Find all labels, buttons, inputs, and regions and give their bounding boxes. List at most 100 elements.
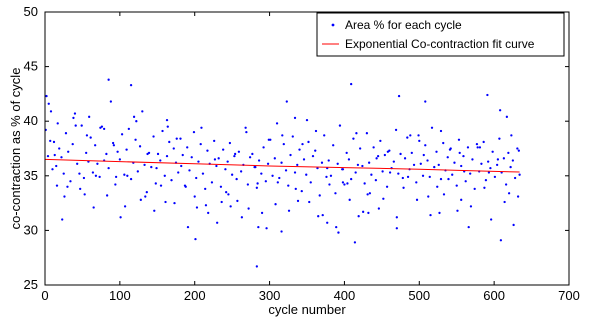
data-point	[66, 185, 69, 188]
x-tick-label: 500	[408, 288, 430, 303]
data-point	[76, 162, 79, 165]
data-point	[513, 176, 517, 180]
data-point	[74, 124, 77, 127]
data-point	[505, 115, 509, 118]
data-point	[49, 139, 52, 143]
data-point	[71, 142, 74, 146]
data-point	[302, 158, 306, 161]
data-point	[386, 150, 389, 153]
data-point	[51, 168, 54, 171]
data-point	[475, 142, 479, 146]
data-point	[159, 184, 163, 187]
data-point	[399, 152, 402, 156]
data-point	[355, 132, 358, 135]
data-point	[291, 135, 294, 138]
y-tick-label: 50	[24, 4, 38, 19]
data-point	[98, 175, 101, 179]
data-point	[199, 142, 202, 146]
data-point	[370, 173, 373, 176]
data-point	[194, 237, 197, 241]
data-point	[484, 179, 488, 182]
data-point	[507, 151, 510, 155]
data-point	[262, 146, 265, 149]
data-point	[457, 138, 461, 141]
data-point	[179, 137, 182, 140]
data-point	[168, 140, 171, 144]
data-point	[145, 191, 148, 194]
data-point	[495, 163, 499, 167]
data-point	[107, 167, 110, 170]
data-point	[69, 180, 72, 183]
data-point	[417, 134, 420, 137]
data-point	[195, 206, 199, 209]
data-point	[153, 209, 156, 212]
data-point	[192, 130, 196, 134]
data-point	[123, 205, 127, 208]
data-point	[125, 148, 128, 151]
data-point	[341, 168, 345, 171]
data-point	[381, 170, 384, 173]
data-point	[85, 134, 89, 137]
data-point	[251, 152, 254, 156]
legend-series-2-label: Exponential Co-contraction fit curve	[345, 37, 535, 51]
data-point	[392, 160, 395, 163]
data-point	[165, 118, 169, 122]
data-point	[374, 179, 378, 182]
data-point	[204, 187, 207, 191]
data-point	[326, 221, 329, 224]
data-point	[155, 167, 158, 170]
data-point	[422, 153, 425, 157]
data-point	[489, 218, 493, 221]
data-point	[278, 176, 281, 180]
data-point	[201, 172, 205, 175]
data-point	[102, 127, 106, 130]
data-point	[478, 146, 482, 149]
data-point	[146, 152, 149, 156]
data-point	[215, 164, 218, 168]
data-point	[248, 156, 252, 159]
data-point	[486, 93, 489, 97]
data-point	[126, 174, 129, 177]
data-point	[358, 147, 362, 150]
data-point	[496, 158, 500, 161]
data-point	[282, 142, 285, 146]
data-point	[309, 181, 312, 184]
data-point	[72, 116, 75, 120]
data-point	[430, 126, 434, 129]
data-point	[226, 160, 229, 163]
data-point	[328, 183, 331, 186]
data-point	[372, 146, 375, 149]
data-point	[114, 175, 118, 179]
data-point	[82, 176, 86, 180]
data-point	[301, 142, 304, 146]
data-point	[60, 156, 63, 159]
data-point	[449, 147, 452, 150]
data-point	[320, 161, 324, 164]
data-point	[274, 203, 277, 206]
data-point	[383, 153, 387, 157]
data-point	[247, 207, 250, 210]
data-point	[116, 150, 119, 153]
data-point	[427, 195, 430, 198]
data-point	[260, 211, 264, 215]
data-point	[343, 183, 346, 186]
data-point	[173, 201, 176, 205]
data-point	[99, 126, 102, 129]
data-point	[426, 159, 429, 162]
data-point	[382, 197, 385, 200]
data-point	[267, 138, 270, 141]
data-point	[109, 100, 113, 103]
data-point	[403, 157, 407, 160]
data-point	[509, 165, 512, 169]
data-point	[80, 124, 83, 127]
data-point	[487, 171, 491, 174]
data-point	[412, 163, 416, 167]
data-point	[276, 181, 279, 184]
data-point	[112, 144, 116, 147]
data-point	[280, 230, 283, 233]
data-point	[63, 195, 66, 198]
data-point	[177, 171, 180, 174]
data-point	[491, 150, 494, 153]
data-point	[305, 173, 308, 176]
data-point	[210, 181, 214, 184]
